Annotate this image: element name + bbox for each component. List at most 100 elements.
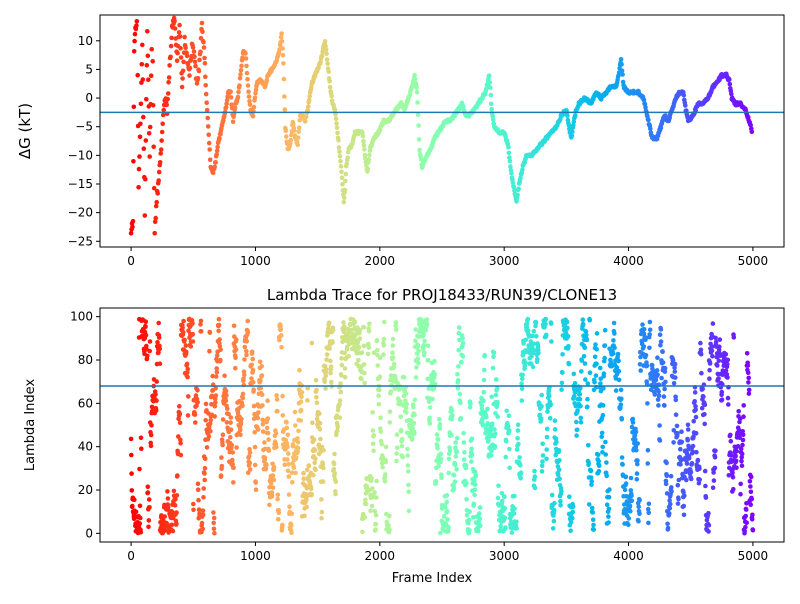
lambda-point: [640, 322, 645, 327]
lambda-point: [238, 432, 243, 438]
lambda-point: [515, 436, 520, 441]
lambda-point: [193, 393, 199, 398]
delta-g-point: [161, 107, 166, 113]
delta-g-point: [324, 57, 330, 62]
lambda-point: [209, 402, 214, 407]
lambda-point: [211, 520, 216, 526]
lambda-point: [511, 511, 517, 516]
lambda-point: [469, 452, 475, 457]
lambda-point: [380, 465, 385, 470]
lambda-point: [202, 477, 207, 483]
lambda-point: [338, 389, 344, 395]
lambda-point: [662, 366, 668, 371]
lambda-point: [607, 487, 612, 492]
lambda-point: [503, 438, 509, 444]
lambda-point: [599, 434, 604, 440]
delta-g-point: [223, 105, 229, 110]
delta-g-point: [147, 124, 153, 130]
lambda-point: [406, 482, 411, 488]
lambda-point: [641, 344, 646, 349]
lambda-point: [178, 452, 184, 458]
lambda-point: [635, 458, 640, 463]
lambda-point: [658, 339, 664, 344]
lambda-point: [304, 467, 310, 473]
lambda-point: [357, 336, 363, 341]
lambda-point: [191, 507, 196, 513]
lambda-point: [375, 348, 380, 353]
lambda-point: [437, 421, 443, 427]
lambda-point: [342, 374, 348, 380]
lambda-point: [143, 324, 148, 330]
delta-g-point: [365, 166, 371, 172]
lambda-point: [600, 450, 605, 455]
lambda-point: [613, 388, 619, 393]
lambda-point: [249, 349, 255, 355]
lambda-point: [217, 337, 222, 342]
lambda-point: [551, 518, 557, 524]
lambda-point: [473, 473, 479, 478]
lambda-point: [225, 406, 230, 412]
delta-g-point: [566, 123, 572, 128]
lambda-point: [685, 427, 691, 432]
delta-g-point: [412, 76, 418, 82]
delta-g-point: [192, 59, 198, 65]
delta-g-point: [510, 180, 516, 185]
lambda-point: [427, 405, 433, 410]
lambda-point: [578, 403, 583, 409]
delta-g-point: [166, 75, 172, 80]
lambda-point: [610, 351, 616, 356]
lambda-point: [265, 398, 270, 404]
lambda-point: [425, 343, 431, 349]
lambda-point: [467, 528, 472, 533]
lambda-point: [416, 360, 421, 366]
lambda-point: [256, 410, 261, 415]
delta-g-point: [210, 170, 216, 176]
x-tick-label: 3000: [489, 549, 520, 563]
delta-g-point: [143, 138, 149, 143]
lambda-point: [165, 496, 171, 501]
lambda-point: [324, 367, 329, 372]
lambda-point: [543, 316, 548, 322]
lambda-point: [313, 467, 318, 473]
lambda-point: [630, 420, 636, 425]
lambda-point: [366, 341, 371, 347]
lambda-point: [737, 435, 742, 441]
delta-g-point: [135, 72, 140, 78]
lambda-point: [405, 463, 411, 468]
lambda-point: [460, 354, 466, 359]
lambda-point: [299, 390, 305, 395]
lambda-point: [645, 401, 650, 406]
lambda-point: [382, 319, 387, 325]
lambda-point: [618, 402, 624, 407]
lambda-point: [178, 437, 183, 443]
lambda-point: [378, 429, 384, 434]
delta-g-point: [429, 143, 435, 149]
delta-g-point: [324, 51, 329, 57]
delta-g-point: [569, 133, 575, 139]
lambda-point: [175, 473, 180, 478]
delta-g-point: [224, 101, 229, 106]
lambda-point: [331, 461, 337, 467]
lambda-point: [699, 370, 704, 376]
lambda-point: [222, 373, 227, 379]
lambda-point: [329, 379, 334, 385]
lambda-point: [275, 408, 280, 414]
lambda-point: [544, 434, 550, 440]
lambda-point: [578, 419, 584, 425]
lambda-point: [212, 530, 217, 536]
lambda-point: [211, 510, 216, 515]
lambda-point: [374, 337, 380, 343]
lambda-point: [675, 482, 681, 488]
lambda-point: [411, 404, 416, 410]
lambda-point: [424, 321, 430, 327]
lambda-point: [539, 403, 544, 409]
lambda-point: [728, 432, 733, 438]
lambda-point: [138, 435, 144, 441]
lambda-point: [658, 327, 664, 332]
lambda-point: [458, 416, 464, 421]
lambda-point: [558, 499, 563, 504]
delta-g-point: [281, 61, 286, 66]
lambda-point: [481, 390, 487, 395]
lambda-point: [377, 387, 382, 393]
lambda-point: [375, 363, 381, 368]
